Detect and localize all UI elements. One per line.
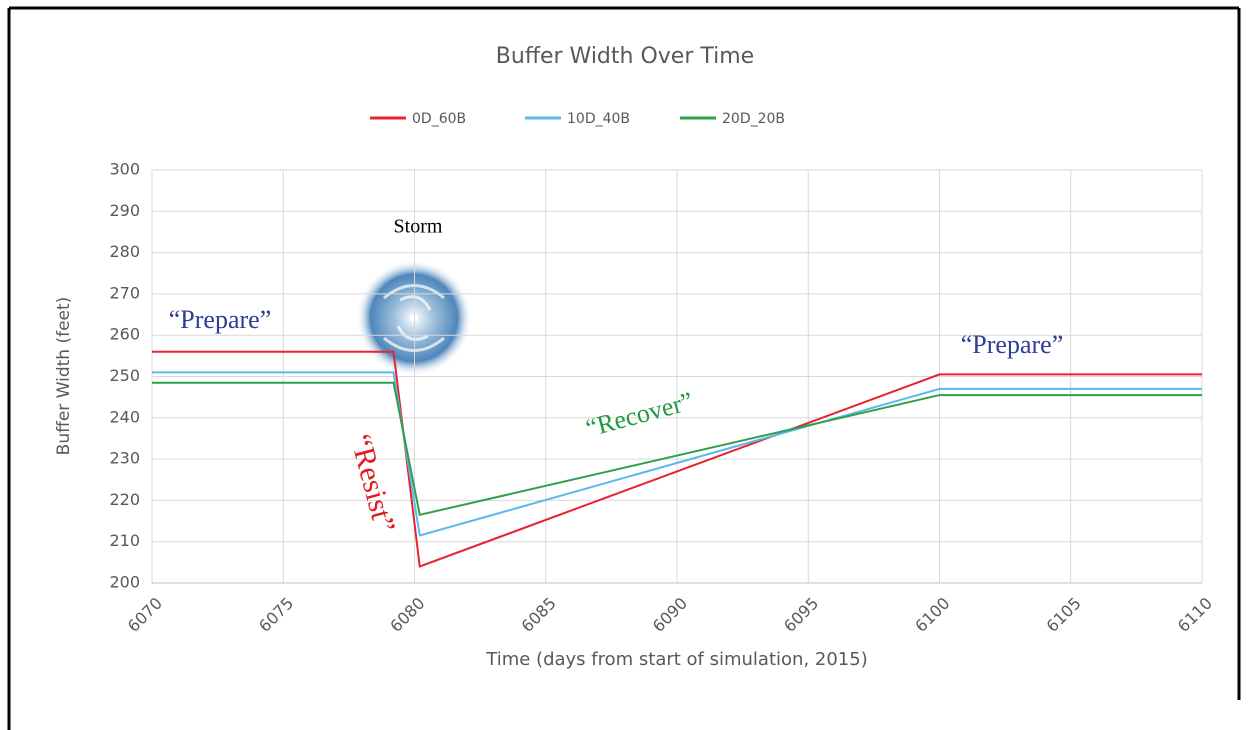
x-tick-label: 6105 — [1043, 594, 1085, 636]
legend-label: 0D_60B — [412, 111, 466, 127]
y-tick-label: 290 — [109, 201, 140, 220]
x-tick-label: 6110 — [1174, 594, 1216, 636]
x-tick-label: 6095 — [780, 594, 822, 636]
y-tick-label: 210 — [109, 531, 140, 550]
legend-label: 20D_20B — [722, 111, 785, 127]
y-tick-label: 220 — [109, 490, 140, 509]
y-tick-label: 240 — [109, 407, 140, 426]
y-tick-label: 260 — [109, 325, 140, 344]
chart: Buffer Width Over Time Time (days from s… — [0, 0, 1249, 730]
annotation: Storm — [394, 216, 443, 238]
y-tick-label: 270 — [109, 283, 140, 302]
y-axis-label: Buffer Width (feet) — [54, 297, 74, 456]
y-tick-label: 300 — [109, 160, 140, 179]
x-tick-label: 6085 — [518, 594, 560, 636]
y-tick-label: 230 — [109, 449, 140, 468]
y-tick-label: 250 — [109, 366, 140, 385]
x-tick-label: 6080 — [386, 594, 428, 636]
annotation: “Prepare” — [961, 330, 1063, 359]
legend-label: 10D_40B — [567, 111, 630, 127]
x-tick-label: 6090 — [649, 594, 691, 636]
y-tick-label: 200 — [109, 573, 140, 592]
annotation: “Recover” — [583, 386, 696, 442]
y-tick-label: 280 — [109, 242, 140, 261]
x-tick-label: 6075 — [255, 594, 297, 636]
annotation: “Resist” — [344, 431, 402, 536]
chart-title: Buffer Width Over Time — [496, 44, 754, 69]
x-axis-label: Time (days from start of simulation, 201… — [485, 649, 867, 670]
annotation: “Prepare” — [169, 305, 271, 334]
x-tick-label: 6100 — [911, 594, 953, 636]
x-tick-label: 6070 — [124, 594, 166, 636]
